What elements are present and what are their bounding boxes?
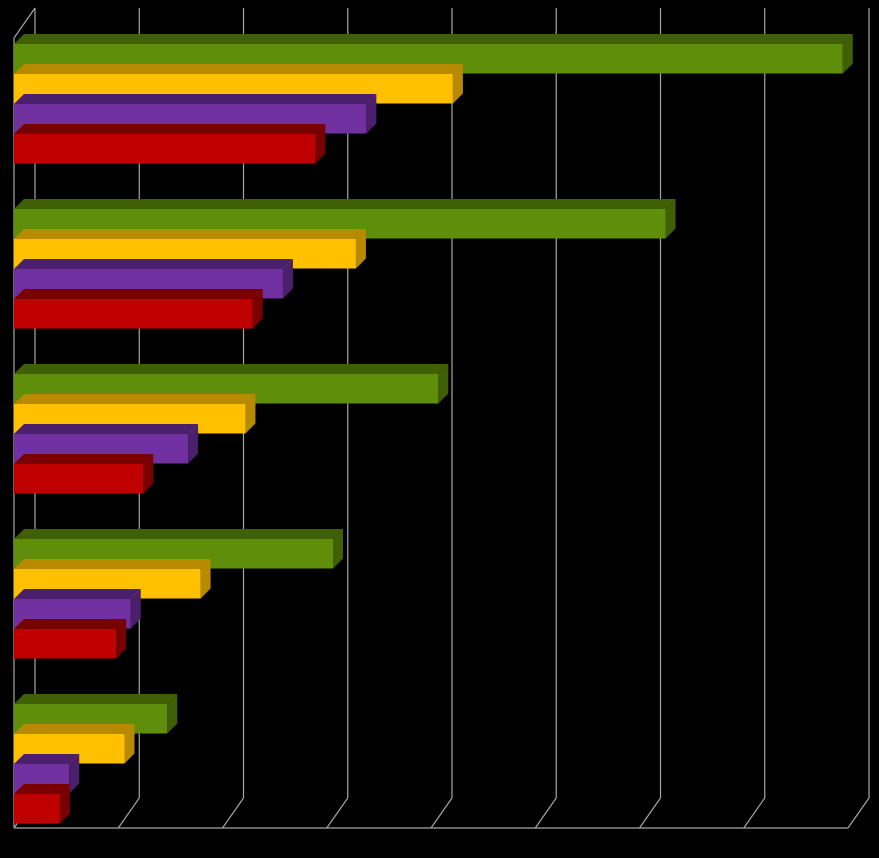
bar-top [14,199,676,209]
bar [14,289,263,329]
gridline-floor [743,797,766,829]
bar-top [14,724,135,734]
bar-top [14,589,141,599]
bar [14,124,326,164]
gridline-floor [117,797,140,829]
bar-top [14,259,293,269]
gridline-floor [534,797,557,829]
bar-top [14,34,853,44]
gridline-floor [430,797,453,829]
bar-side [130,589,141,629]
bar-top [14,229,366,239]
bar-side [143,454,154,494]
axis-top-edge [13,7,36,39]
bar-top [14,394,256,404]
bar-top [14,529,344,539]
chart-bars [14,34,853,824]
bar-side [167,694,178,734]
bar-side [842,34,853,74]
bar-side [282,259,293,299]
bar [14,454,154,494]
bar-side [333,529,344,569]
bar-side [665,199,676,239]
bar-side [116,619,127,659]
bar-top [14,289,263,299]
bar-top [14,64,463,74]
bar [14,619,127,659]
bar-side [245,394,256,434]
bar-top [14,619,127,629]
bar-top [14,454,154,464]
bar-front [14,134,316,164]
bar-front [14,299,253,329]
bar-side [366,94,377,134]
bar [14,784,70,824]
bar-side [200,559,211,599]
gridline-floor [847,797,870,829]
bar-top [14,94,377,104]
bar-side [452,64,463,104]
bar-side [252,289,263,329]
bar-top [14,754,80,764]
gridline-floor [222,797,244,829]
bar-side [124,724,135,764]
gridline-floor [639,797,661,829]
bar-side [438,364,449,404]
bar-side [188,424,199,464]
bar-side [69,754,80,794]
bar-top [14,124,326,134]
bar-top [14,784,70,794]
bar-top [14,364,449,374]
bar-front [14,629,117,659]
bar-top [14,694,178,704]
bar-top [14,424,199,434]
bar-front [14,464,144,494]
bar-front [14,794,60,824]
bar-top [14,559,211,569]
bar-side [355,229,366,269]
gridline-floor [326,797,349,829]
bar-side [315,124,326,164]
bar-side [59,784,70,824]
